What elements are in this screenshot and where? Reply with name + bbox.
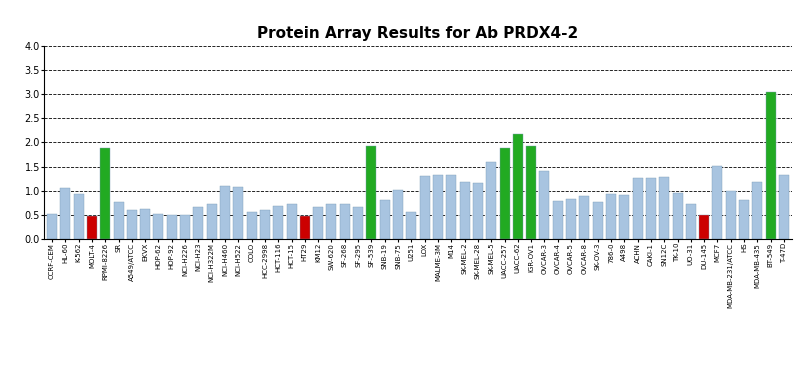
Bar — [260, 210, 270, 239]
Bar — [646, 177, 656, 239]
Bar — [353, 208, 363, 239]
Bar — [553, 201, 562, 239]
Bar — [220, 186, 230, 239]
Bar — [300, 216, 310, 239]
Bar — [206, 204, 217, 239]
Bar — [619, 195, 630, 239]
Bar — [140, 209, 150, 239]
Bar — [286, 204, 297, 239]
Bar — [433, 175, 443, 239]
Bar — [234, 187, 243, 239]
Bar — [166, 215, 177, 239]
Bar — [766, 92, 776, 239]
Bar — [753, 182, 762, 239]
Bar — [446, 175, 456, 239]
Bar — [340, 204, 350, 239]
Bar — [739, 200, 749, 239]
Bar — [673, 193, 682, 239]
Bar — [566, 199, 576, 239]
Bar — [246, 212, 257, 239]
Bar — [633, 177, 642, 239]
Bar — [326, 204, 337, 239]
Bar — [366, 146, 377, 239]
Bar — [114, 202, 123, 239]
Bar — [526, 146, 536, 239]
Bar — [726, 191, 736, 239]
Bar — [87, 216, 97, 239]
Bar — [486, 162, 496, 239]
Bar — [127, 210, 137, 239]
Bar — [606, 194, 616, 239]
Bar — [313, 208, 323, 239]
Bar — [393, 189, 403, 239]
Bar — [513, 134, 523, 239]
Bar — [380, 200, 390, 239]
Bar — [686, 204, 696, 239]
Bar — [74, 194, 83, 239]
Bar — [659, 177, 670, 239]
Title: Protein Array Results for Ab PRDX4-2: Protein Array Results for Ab PRDX4-2 — [258, 26, 578, 41]
Bar — [499, 148, 510, 239]
Bar — [593, 202, 602, 239]
Bar — [459, 182, 470, 239]
Bar — [539, 171, 550, 239]
Bar — [473, 183, 483, 239]
Bar — [154, 214, 163, 239]
Bar — [779, 175, 789, 239]
Bar — [60, 188, 70, 239]
Bar — [699, 215, 709, 239]
Bar — [194, 208, 203, 239]
Bar — [420, 176, 430, 239]
Bar — [406, 212, 416, 239]
Bar — [713, 166, 722, 239]
Bar — [100, 148, 110, 239]
Bar — [47, 214, 57, 239]
Bar — [180, 215, 190, 239]
Bar — [274, 206, 283, 239]
Bar — [579, 196, 590, 239]
